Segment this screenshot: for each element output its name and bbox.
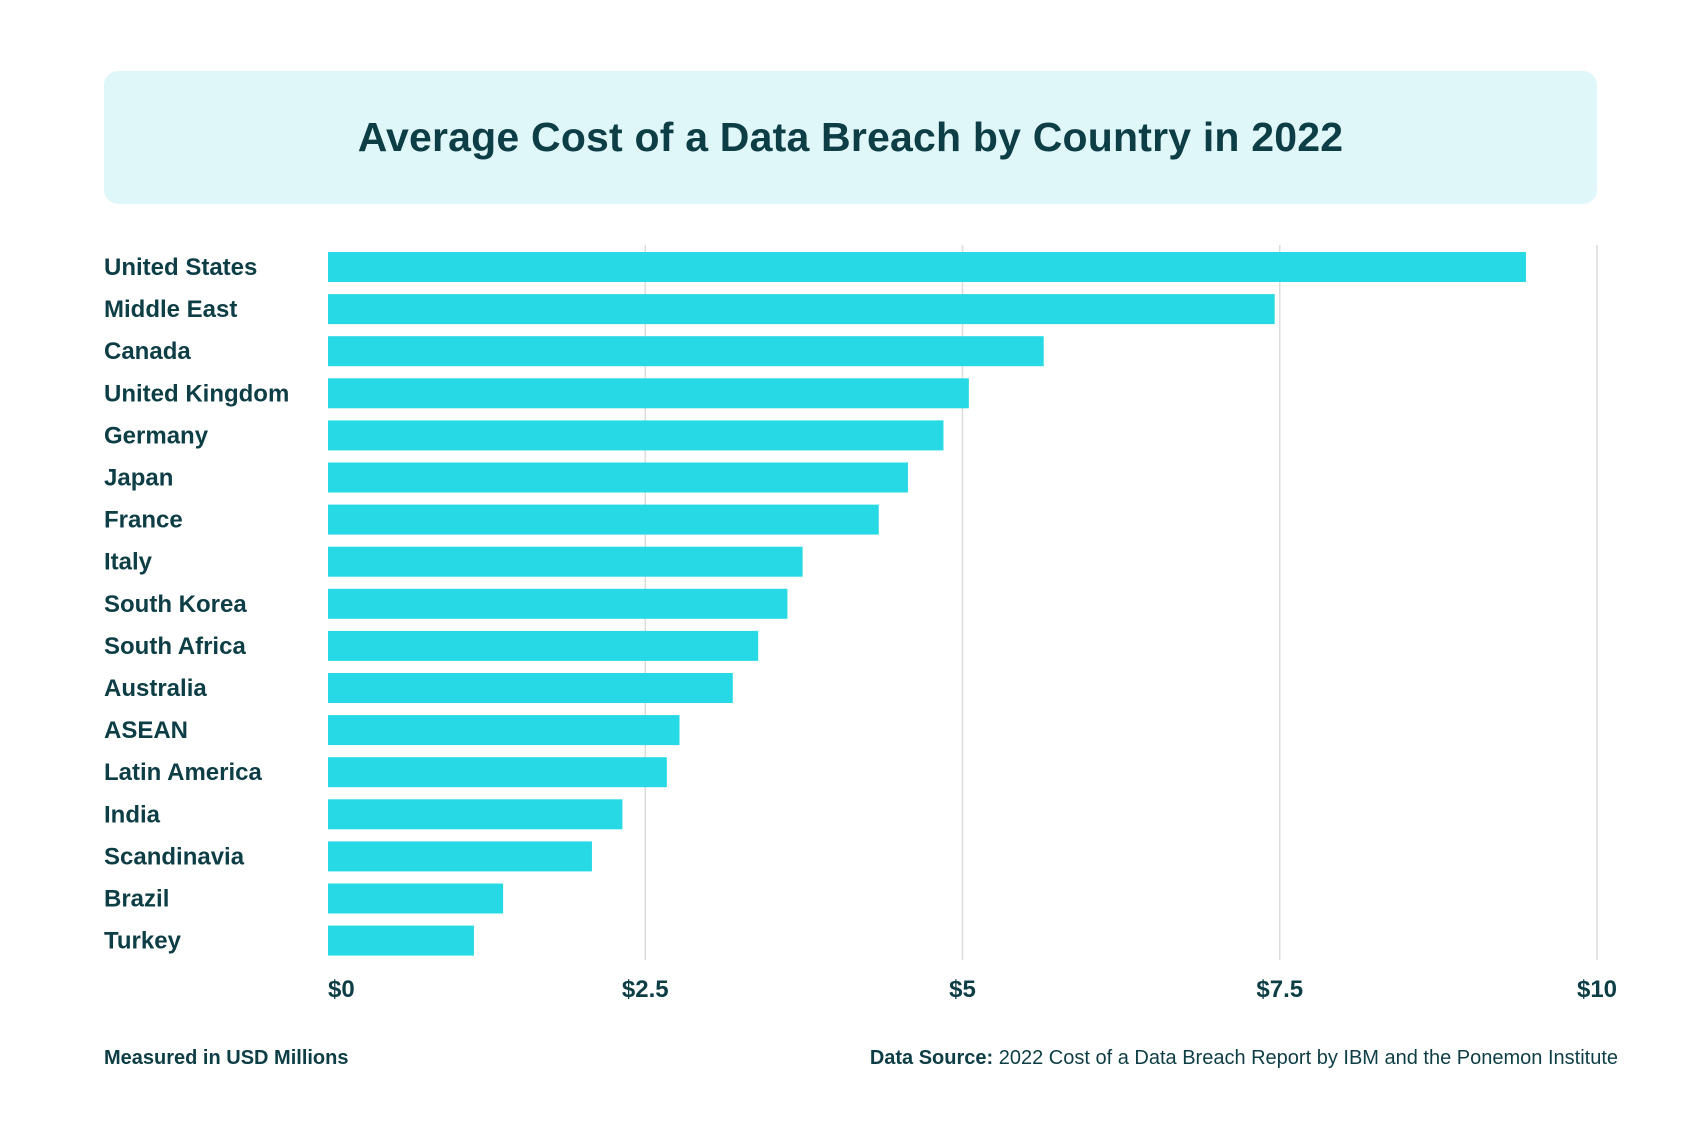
bar bbox=[328, 841, 592, 872]
category-label: France bbox=[104, 507, 183, 534]
category-label: Scandinavia bbox=[104, 843, 245, 870]
category-label: United Kingdom bbox=[104, 380, 289, 407]
category-label: Japan bbox=[104, 465, 173, 492]
category-label: India bbox=[104, 801, 161, 828]
x-tick-label: $10 bbox=[1577, 976, 1617, 1003]
category-label: Brazil bbox=[104, 886, 169, 913]
category-label: Italy bbox=[104, 549, 153, 576]
bar bbox=[328, 630, 759, 661]
bar bbox=[328, 588, 788, 619]
category-label: South Africa bbox=[104, 633, 246, 660]
bar bbox=[328, 252, 1526, 282]
bar bbox=[328, 799, 623, 830]
data-source-text: 2022 Cost of a Data Breach Report by IBM… bbox=[993, 1047, 1618, 1069]
bar bbox=[328, 378, 969, 409]
data-source: Data Source: 2022 Cost of a Data Breach … bbox=[870, 1047, 1618, 1070]
x-tick-label: $5 bbox=[949, 976, 976, 1003]
category-label: South Korea bbox=[104, 591, 247, 618]
category-label: ASEAN bbox=[104, 717, 188, 744]
category-label: Middle East bbox=[104, 296, 237, 323]
x-tick-label: $2.5 bbox=[622, 976, 669, 1003]
bar bbox=[328, 673, 733, 703]
bar bbox=[328, 420, 944, 451]
category-label: Turkey bbox=[104, 928, 182, 955]
x-tick-label: $0 bbox=[328, 976, 355, 1003]
bar bbox=[328, 883, 504, 914]
unit-note: Measured in USD Millions bbox=[104, 1047, 349, 1069]
category-label: Latin America bbox=[104, 759, 262, 786]
bar bbox=[328, 504, 879, 535]
bar bbox=[328, 462, 908, 493]
bar bbox=[328, 336, 1044, 367]
bar bbox=[328, 925, 474, 956]
category-label: Canada bbox=[104, 338, 191, 365]
bar bbox=[328, 294, 1275, 325]
x-tick-label: $7.5 bbox=[1256, 976, 1303, 1003]
bar bbox=[328, 757, 667, 788]
bar bbox=[328, 546, 803, 577]
chart-title: Average Cost of a Data Breach by Country… bbox=[357, 114, 1344, 160]
category-label: Australia bbox=[104, 675, 207, 702]
category-label: United States bbox=[104, 254, 257, 281]
chart-title-box: Average Cost of a Data Breach by Country… bbox=[104, 71, 1597, 204]
bar bbox=[328, 715, 680, 746]
data-source-label: Data Source: bbox=[869, 1047, 994, 1069]
category-label: Germany bbox=[104, 422, 209, 449]
